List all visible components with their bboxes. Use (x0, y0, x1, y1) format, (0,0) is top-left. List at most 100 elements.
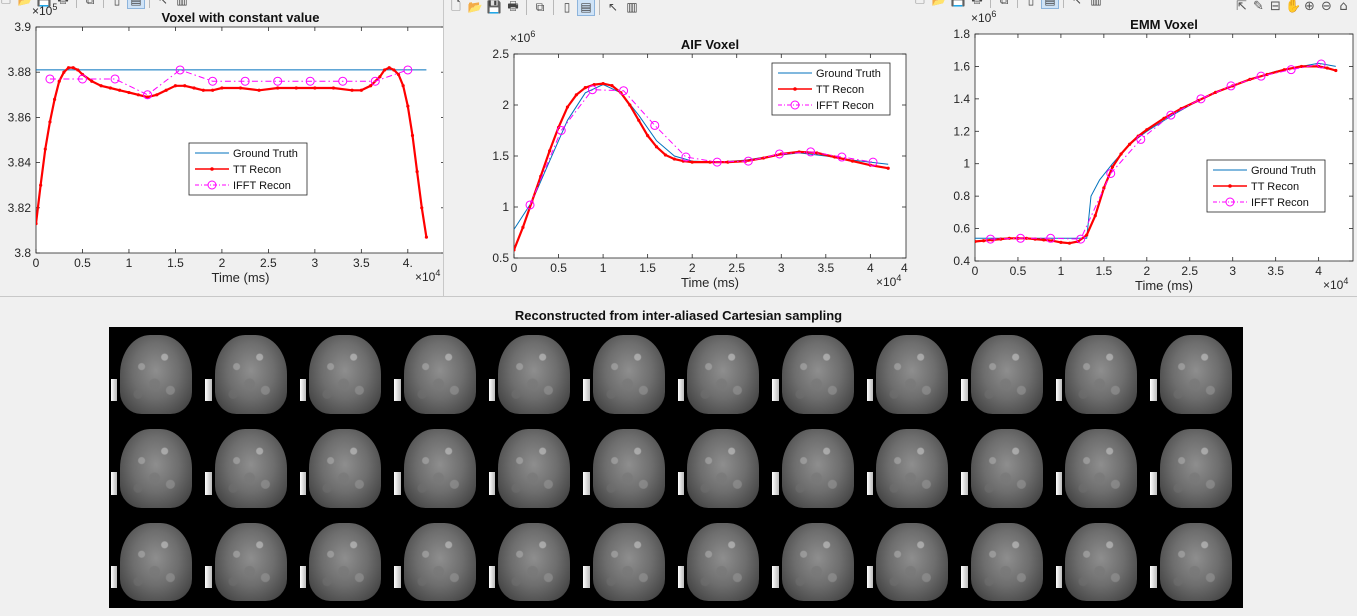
zoom-in-icon[interactable]: ⊕ (1304, 0, 1315, 14)
tt-recon-point (173, 84, 178, 88)
print-icon[interactable]: 🖶 (507, 0, 519, 13)
x-tick-label: 1 (1058, 264, 1065, 278)
save-icon[interactable]: 💾 (486, 0, 502, 14)
legend-marker-tt-recon (1228, 184, 1232, 188)
brain-region (120, 522, 193, 602)
pointer-icon[interactable]: ↖ (157, 0, 169, 7)
x-tick-label: 2.5 (1181, 264, 1198, 278)
tt-recon-point (48, 120, 52, 124)
tt-recon-point (654, 145, 659, 149)
legend-label: IFFT Recon (816, 100, 874, 112)
ifft-recon-point (175, 65, 185, 75)
tt-recon-point (663, 153, 668, 157)
tt-recon-point (1102, 186, 1106, 190)
legend-icon[interactable]: ▤ (577, 0, 595, 16)
toolbar-separator (103, 0, 104, 8)
series-line-ifft-recon (529, 89, 874, 206)
image-panel: Reconstructed from inter-aliased Cartesi… (0, 296, 1357, 616)
property-editor-icon[interactable]: ▥ (176, 0, 188, 7)
link-plot-icon[interactable]: ⧉ (82, 0, 98, 8)
export-icon[interactable]: ⇱ (1236, 0, 1247, 14)
legend-icon[interactable]: ▤ (1041, 0, 1059, 9)
save-icon[interactable]: 💾 (36, 0, 52, 7)
pointer-icon[interactable]: ↖ (1071, 0, 1083, 7)
colorbar-icon[interactable]: ▯ (113, 0, 121, 7)
mri-slice-image (393, 327, 488, 421)
tt-recon-point (359, 88, 363, 92)
ifft-recon-point (338, 76, 348, 86)
tt-recon-point (420, 206, 424, 210)
tt-recon-point (514, 248, 516, 252)
series-line-ground-truth (514, 84, 889, 230)
bright-edge-artifact (866, 472, 874, 495)
bright-edge-artifact (583, 378, 590, 401)
pointer-icon[interactable]: ↖ (607, 0, 619, 14)
new-file-icon[interactable]: 🗋 (912, 0, 928, 8)
series-line-ifft-recon (49, 69, 408, 96)
ifft-recon-point (587, 85, 597, 95)
ifft-recon-point (1316, 59, 1326, 69)
tt-recon-point (628, 103, 632, 107)
property-editor-icon[interactable]: ▥ (1090, 0, 1102, 7)
legend-icon[interactable]: ▤ (127, 0, 145, 9)
x-tick-label: 4 (867, 261, 874, 275)
new-file-icon[interactable]: 🗋 (0, 0, 14, 8)
tt-recon-point (415, 170, 419, 174)
brain-region (1159, 335, 1232, 415)
open-folder-icon[interactable]: 📂 (931, 0, 947, 7)
brain-region (876, 335, 949, 415)
colorbar-icon[interactable]: ▯ (1027, 0, 1035, 7)
print-icon[interactable]: 🖶 (969, 0, 985, 8)
x-tick-label: 1 (126, 256, 133, 270)
open-folder-icon[interactable]: 📂 (17, 0, 33, 7)
mri-slice-image (865, 327, 960, 421)
tt-recon-point (981, 239, 986, 243)
save-icon[interactable]: 💾 (950, 0, 966, 7)
brain-region (403, 335, 476, 415)
x-axis-label: Time (ms) (211, 270, 269, 285)
link-plot-icon[interactable]: ⧉ (996, 0, 1012, 8)
datatip-icon[interactable]: ⊟ (1270, 0, 1281, 14)
x-tick-label: 1.5 (639, 261, 656, 275)
bright-edge-artifact (1150, 472, 1157, 495)
x-tick-label: 3 (312, 256, 319, 270)
tt-recon-point (155, 93, 159, 97)
ifft-recon-point (525, 200, 535, 210)
y-tick-label: 1.6 (953, 59, 970, 73)
bright-edge-artifact (1055, 565, 1063, 589)
home-icon[interactable]: ⌂ (1339, 0, 1348, 14)
x-tick-label: 2 (689, 261, 696, 275)
figure-toolbar: 🗋📂💾🖶 ⧉ ▯ ▤ ↖ ▥ (908, 0, 1104, 11)
chart-legend: Ground Truth TT Recon IFFT Recon (188, 142, 308, 196)
tt-recon-point (276, 86, 280, 90)
new-file-icon[interactable]: 🗋 (451, 0, 461, 13)
brain-region (403, 522, 476, 602)
ifft-recon-point (868, 157, 878, 167)
tt-recon-point (66, 66, 71, 70)
mri-slice-image (960, 514, 1055, 608)
link-plot-icon[interactable]: ⧉ (535, 0, 545, 14)
brain-region (498, 335, 571, 415)
legend-marker-ifft-recon (790, 100, 800, 110)
colorbar-icon[interactable]: ▯ (563, 0, 571, 14)
mri-slice-image (204, 327, 299, 421)
y-tick-label: 3.82 (8, 201, 32, 215)
ifft-recon-point (1196, 94, 1206, 104)
zoom-out-icon[interactable]: ⊖ (1321, 0, 1332, 14)
tt-recon-point (1093, 214, 1097, 218)
property-editor-icon[interactable]: ▥ (626, 0, 638, 14)
brush-icon[interactable]: ✎ (1253, 0, 1264, 14)
pan-icon[interactable]: ✋ (1285, 0, 1302, 14)
print-icon[interactable]: 🖶 (55, 0, 71, 8)
toolbar-separator (149, 0, 150, 8)
y-axis-exponent: ×105 (32, 2, 57, 18)
tt-recon-point (583, 86, 587, 90)
brain-region (1065, 429, 1138, 508)
bright-edge-artifact (772, 565, 779, 589)
brain-region (1159, 522, 1232, 602)
open-folder-icon[interactable]: 📂 (467, 0, 483, 14)
y-tick-label: 3.9 (14, 20, 31, 34)
tt-recon-point (387, 66, 391, 70)
y-tick-label: 1.4 (953, 92, 970, 106)
brain-region (309, 429, 382, 508)
